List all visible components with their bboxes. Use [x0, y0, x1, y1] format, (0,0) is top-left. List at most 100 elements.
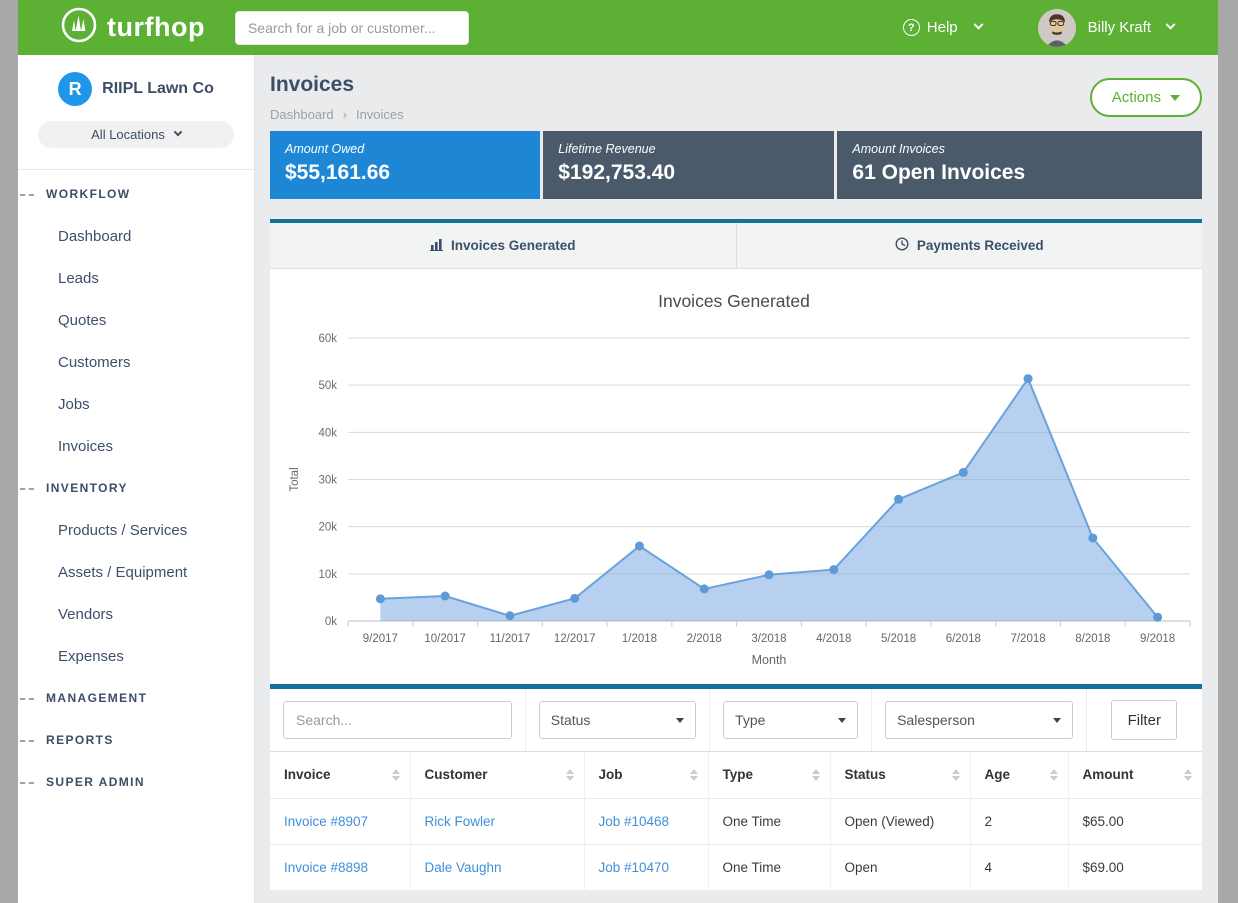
salesperson-select[interactable]: Salesperson	[885, 701, 1072, 739]
help-label: Help	[927, 19, 958, 36]
sidebar-item-vendors[interactable]: Vendors	[18, 593, 254, 635]
sort-icon[interactable]	[690, 769, 698, 781]
global-search	[235, 11, 469, 45]
nav-section-reports[interactable]: REPORTS	[18, 719, 254, 761]
type-cell: One Time	[708, 798, 830, 844]
sidebar-item-leads[interactable]: Leads	[18, 257, 254, 299]
app-page: turfhop ? Help Bill	[18, 0, 1218, 903]
tab-invoices-generated[interactable]: Invoices Generated	[270, 223, 736, 268]
user-menu-chevron-icon[interactable]	[1166, 20, 1176, 30]
sidebar-item-products-services[interactable]: Products / Services	[18, 509, 254, 551]
sort-icon[interactable]	[952, 769, 960, 781]
stat-label: Amount Invoices	[852, 142, 1187, 156]
stat-cards: Amount Owed $55,161.66 Lifetime Revenue …	[270, 131, 1202, 199]
status-cell: Open (Viewed)	[830, 798, 970, 844]
svg-text:1/2018: 1/2018	[622, 633, 657, 645]
sidebar-item-customers[interactable]: Customers	[18, 341, 254, 383]
sidebar-item-invoices[interactable]: Invoices	[18, 425, 254, 467]
section-dash-icon	[20, 488, 34, 490]
main-content: Invoices Dashboard › Invoices Actions Am…	[254, 55, 1218, 903]
breadcrumb-dashboard[interactable]: Dashboard	[270, 107, 334, 122]
help-menu[interactable]: ? Help	[903, 19, 982, 36]
invoice-link[interactable]: Invoice #8907	[270, 798, 410, 844]
sidebar-item-quotes[interactable]: Quotes	[18, 299, 254, 341]
top-navbar: turfhop ? Help Bill	[18, 0, 1218, 55]
svg-text:40k: 40k	[318, 427, 337, 439]
sort-icon[interactable]	[566, 769, 574, 781]
nav-section-workflow: WORKFLOW	[18, 173, 254, 215]
actions-button[interactable]: Actions	[1090, 78, 1202, 117]
table-header-row: Invoice Customer Job Type Status Age Amo…	[270, 752, 1202, 798]
svg-text:2/2018: 2/2018	[687, 633, 722, 645]
table-filter-bar: Status Type Salesperson	[270, 684, 1202, 751]
caret-down-icon	[1170, 95, 1180, 101]
svg-text:8/2018: 8/2018	[1075, 633, 1110, 645]
bar-chart-icon	[430, 238, 443, 254]
svg-text:7/2018: 7/2018	[1010, 633, 1045, 645]
logo-wordmark: turfhop	[107, 12, 205, 43]
location-selector[interactable]: All Locations	[38, 121, 234, 148]
section-dash-icon	[20, 782, 34, 784]
amount-cell: $65.00	[1068, 798, 1202, 844]
nav-section-management[interactable]: MANAGEMENT	[18, 677, 254, 719]
sidebar-item-dashboard[interactable]: Dashboard	[18, 215, 254, 257]
filter-button[interactable]: Filter	[1111, 700, 1177, 740]
svg-text:11/2017: 11/2017	[490, 633, 531, 645]
sidebar: R RIIPL Lawn Co All Locations WORKFLOW D…	[18, 55, 254, 903]
user-name[interactable]: Billy Kraft	[1088, 19, 1151, 36]
type-cell: One Time	[708, 844, 830, 890]
breadcrumb-invoices[interactable]: Invoices	[356, 107, 404, 122]
svg-text:3/2018: 3/2018	[751, 633, 786, 645]
stat-label: Lifetime Revenue	[558, 142, 819, 156]
select-arrow-icon	[1053, 718, 1061, 723]
sidebar-company-block: R RIIPL Lawn Co All Locations	[18, 55, 254, 170]
invoice-link[interactable]: Invoice #8898	[270, 844, 410, 890]
stat-value: $55,161.66	[285, 161, 525, 185]
svg-text:10/2017: 10/2017	[424, 633, 466, 645]
stat-open-invoices: Amount Invoices 61 Open Invoices	[837, 131, 1202, 199]
svg-text:6/2018: 6/2018	[946, 633, 981, 645]
sort-icon[interactable]	[1184, 769, 1192, 781]
sidebar-item-expenses[interactable]: Expenses	[18, 635, 254, 677]
tab-payments-received[interactable]: Payments Received	[736, 223, 1203, 268]
company-initial-badge: R	[58, 72, 92, 106]
clock-icon	[895, 237, 909, 254]
company-name: RIIPL Lawn Co	[102, 80, 214, 98]
customer-link[interactable]: Dale Vaughn	[410, 844, 584, 890]
company[interactable]: R RIIPL Lawn Co	[18, 72, 254, 106]
page-title: Invoices	[270, 73, 404, 97]
svg-text:10k: 10k	[318, 569, 337, 581]
stat-value: $192,753.40	[558, 161, 819, 185]
table-row: Invoice #8898 Dale Vaughn Job #10470 One…	[270, 844, 1202, 890]
turfhop-grass-icon	[60, 6, 98, 49]
sort-icon[interactable]	[812, 769, 820, 781]
sidebar-item-jobs[interactable]: Jobs	[18, 383, 254, 425]
sidebar-item-assets-equipment[interactable]: Assets / Equipment	[18, 551, 254, 593]
job-link[interactable]: Job #10468	[584, 798, 708, 844]
customer-link[interactable]: Rick Fowler	[410, 798, 584, 844]
svg-text:4/2018: 4/2018	[816, 633, 851, 645]
age-cell: 4	[970, 844, 1068, 890]
table-search-input[interactable]	[283, 701, 512, 739]
status-select[interactable]: Status	[539, 701, 696, 739]
location-selector-label: All Locations	[91, 127, 165, 142]
help-question-icon: ?	[903, 19, 920, 36]
table-row: Invoice #8907 Rick Fowler Job #10468 One…	[270, 798, 1202, 844]
sort-icon[interactable]	[392, 769, 400, 781]
chevron-down-icon	[973, 20, 983, 30]
nav-section-inventory: INVENTORY	[18, 467, 254, 509]
sidebar-nav: WORKFLOW Dashboard Leads Quotes Customer…	[18, 170, 254, 803]
svg-text:60k: 60k	[318, 333, 337, 345]
turfhop-logo[interactable]: turfhop	[60, 6, 205, 49]
sort-icon[interactable]	[1050, 769, 1058, 781]
topbar-right: ? Help Billy Kraft	[903, 9, 1174, 47]
nav-section-super-admin[interactable]: SUPER ADMIN	[18, 761, 254, 803]
invoices-generated-chart: Invoices Generated0k10k20k30k40k50k60k9/…	[270, 269, 1202, 684]
svg-text:0k: 0k	[325, 616, 337, 628]
breadcrumb: Dashboard › Invoices	[270, 107, 404, 122]
job-link[interactable]: Job #10470	[584, 844, 708, 890]
user-avatar[interactable]	[1038, 9, 1076, 47]
global-search-input[interactable]	[235, 11, 469, 45]
type-select[interactable]: Type	[723, 701, 858, 739]
section-dash-icon	[20, 698, 34, 700]
